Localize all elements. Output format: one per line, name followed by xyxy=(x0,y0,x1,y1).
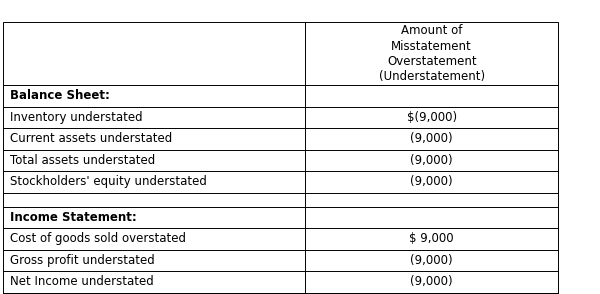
Text: Total assets understated: Total assets understated xyxy=(10,154,155,167)
Text: (Understatement): (Understatement) xyxy=(379,70,485,83)
Text: Amount of: Amount of xyxy=(401,24,463,37)
Text: Stockholders' equity understated: Stockholders' equity understated xyxy=(10,175,207,188)
Text: (9,000): (9,000) xyxy=(410,132,453,146)
Text: Balance Sheet:: Balance Sheet: xyxy=(10,89,110,103)
Text: Income Statement:: Income Statement: xyxy=(10,211,137,224)
Text: Cost of goods sold overstated: Cost of goods sold overstated xyxy=(10,232,186,245)
Text: (9,000): (9,000) xyxy=(410,275,453,288)
Text: Gross profit understated: Gross profit understated xyxy=(10,254,155,267)
Text: Inventory understated: Inventory understated xyxy=(10,111,143,124)
Text: Misstatement: Misstatement xyxy=(391,39,472,53)
Text: (9,000): (9,000) xyxy=(410,175,453,188)
Text: $(9,000): $(9,000) xyxy=(407,111,457,124)
Text: (9,000): (9,000) xyxy=(410,254,453,267)
Text: Net Income understated: Net Income understated xyxy=(10,275,154,288)
Text: (9,000): (9,000) xyxy=(410,154,453,167)
Text: $ 9,000: $ 9,000 xyxy=(409,232,454,245)
Text: Current assets understated: Current assets understated xyxy=(10,132,172,146)
Text: Overstatement: Overstatement xyxy=(387,55,476,68)
